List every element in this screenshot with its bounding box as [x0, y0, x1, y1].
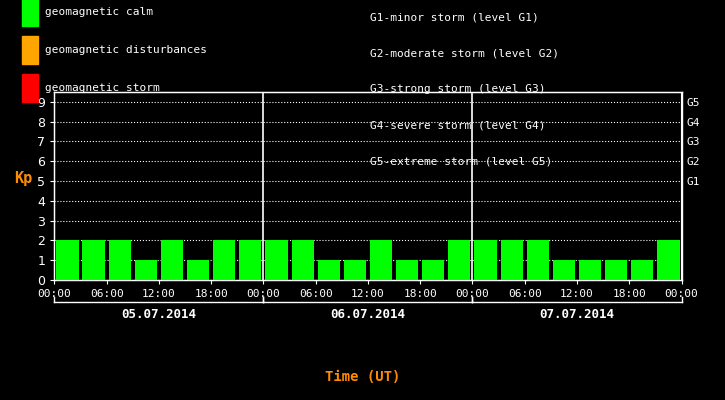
Text: G5-extreme storm (level G5): G5-extreme storm (level G5)	[370, 156, 552, 166]
Bar	[370, 240, 392, 280]
Bar	[552, 260, 575, 280]
Bar	[579, 260, 601, 280]
Y-axis label: Kp: Kp	[14, 171, 33, 186]
Bar	[265, 240, 288, 280]
Text: 05.07.2014: 05.07.2014	[121, 308, 196, 320]
Bar	[187, 260, 210, 280]
Text: 06.07.2014: 06.07.2014	[331, 308, 405, 320]
Bar	[213, 240, 236, 280]
Bar	[83, 240, 104, 280]
Bar	[135, 260, 157, 280]
Text: G2-moderate storm (level G2): G2-moderate storm (level G2)	[370, 48, 559, 58]
Text: 07.07.2014: 07.07.2014	[539, 308, 615, 320]
Bar	[239, 240, 262, 280]
Text: G4-severe storm (level G4): G4-severe storm (level G4)	[370, 120, 545, 130]
Text: G3-strong storm (level G3): G3-strong storm (level G3)	[370, 84, 545, 94]
Bar	[57, 240, 78, 280]
Bar	[605, 260, 627, 280]
Text: geomagnetic disturbances: geomagnetic disturbances	[45, 45, 207, 55]
Bar	[161, 240, 183, 280]
Bar	[109, 240, 130, 280]
Bar	[526, 240, 549, 280]
Bar	[448, 240, 471, 280]
Text: geomagnetic calm: geomagnetic calm	[45, 7, 153, 17]
Bar	[658, 240, 679, 280]
Bar	[474, 240, 497, 280]
Bar	[291, 240, 314, 280]
Bar	[318, 260, 340, 280]
Bar	[500, 240, 523, 280]
Text: G1-minor storm (level G1): G1-minor storm (level G1)	[370, 12, 539, 22]
Bar	[631, 260, 653, 280]
Bar	[422, 260, 444, 280]
Text: geomagnetic storm: geomagnetic storm	[45, 83, 160, 93]
Bar	[396, 260, 418, 280]
Bar	[344, 260, 366, 280]
Text: Time (UT): Time (UT)	[325, 370, 400, 384]
